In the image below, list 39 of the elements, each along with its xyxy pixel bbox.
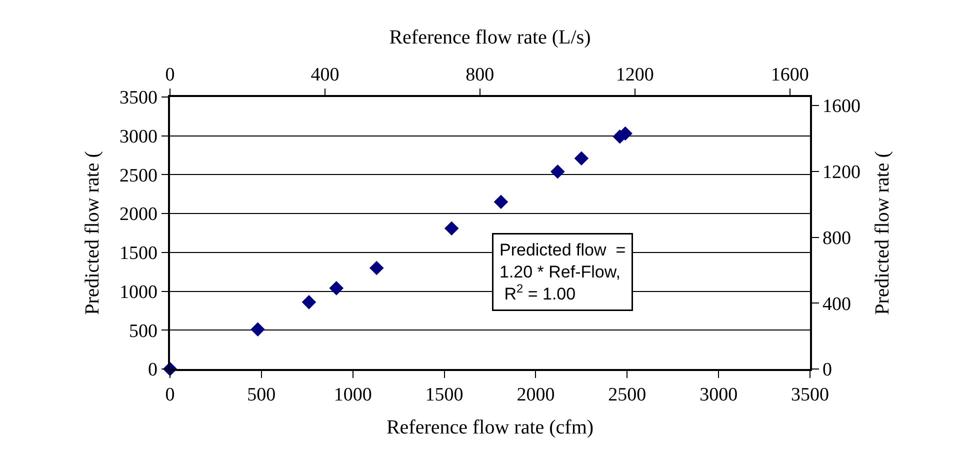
y-tick-label: 2000 — [119, 204, 158, 226]
point — [444, 221, 459, 236]
y-tick-label: 1000 — [119, 282, 158, 303]
y-tick-label: 500 — [128, 320, 158, 342]
y2-tick-label: 0 — [822, 360, 832, 381]
y-tick-label: 2500 — [119, 165, 158, 186]
y2-tick-label: 400 — [822, 294, 852, 315]
x2-tick-label: 1600 — [770, 64, 809, 86]
point — [550, 164, 565, 179]
annotation: Predicted flow = 1.20 * Ref-Flow, R$^{2}$ = 1.00 — [500, 240, 626, 304]
point — [329, 281, 344, 296]
y2-tick-label: 1600 — [822, 96, 861, 118]
y2-axis-title: Predicted flow rate ( — [872, 150, 894, 315]
point — [250, 322, 265, 337]
y-axis-title: Predicted flow rate ( — [81, 150, 104, 315]
y-tick-label: 3500 — [119, 88, 158, 109]
x2-tick-label: 1200 — [616, 64, 654, 86]
x-tick-label: 3500 — [791, 384, 829, 406]
y2-tick-label: 1200 — [822, 162, 861, 184]
x2-tick-label: 800 — [466, 64, 494, 86]
point — [494, 194, 508, 210]
point — [369, 260, 384, 276]
x-tick-label: 3000 — [700, 384, 738, 406]
x2-tick-label: 400 — [310, 64, 340, 86]
point — [302, 295, 316, 310]
y-tick-label: 0 — [148, 360, 158, 381]
x2-axis-title: Reference flow rate (L/s) — [389, 26, 591, 49]
x-tick-label: 0 — [165, 384, 175, 406]
y-tick-label: 3000 — [119, 126, 158, 148]
x-tick-label: 2000 — [516, 384, 555, 406]
x-tick-label: 1500 — [425, 384, 464, 406]
x-tick-label: 500 — [247, 384, 276, 406]
x2-tick-label: 0 — [165, 64, 175, 86]
x-axis-title: Reference flow rate (cfm) — [386, 416, 594, 439]
y-tick-label: 1500 — [119, 243, 158, 264]
y2-tick-label: 800 — [822, 228, 852, 249]
point — [574, 151, 589, 166]
x-tick-label: 1000 — [334, 384, 372, 406]
x-tick-label: 2500 — [608, 384, 646, 406]
